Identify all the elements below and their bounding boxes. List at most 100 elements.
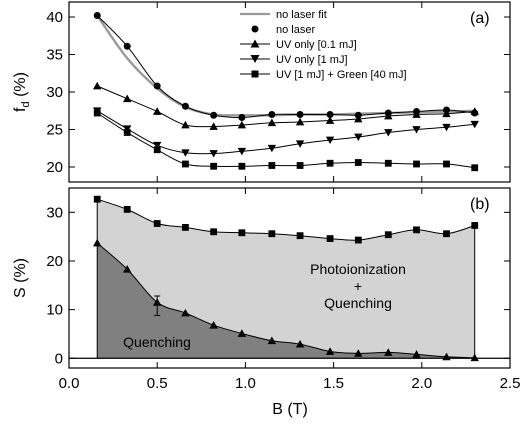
data-point-b-1-5: [237, 329, 247, 337]
data-point-a-2-6: [267, 118, 277, 127]
data-point-b-1-3: [181, 308, 190, 317]
data-point-a-4-11: [413, 160, 420, 168]
data-point-b-0-8: [326, 235, 334, 242]
x-axis-title: B (T): [272, 401, 308, 418]
data-point-b-1-6: [267, 336, 277, 345]
data-point-b-1-7: [295, 339, 305, 348]
data-point-a-3-4: [209, 150, 218, 158]
panel-b-ticks: 0 10 20 30 0.0 0.5 1.0 1.5 2.0 2.5: [46, 188, 520, 392]
data-point-a-3-12: [442, 123, 451, 132]
data-point-a-1-6: [268, 111, 276, 118]
data-point-a-4-1: [123, 129, 131, 136]
data-point-a-1-1: [123, 42, 131, 50]
legend: no laser fit no laser UV only [0.1 mJ] U…: [240, 9, 407, 81]
data-point-b-1-8: [325, 347, 335, 355]
series-line-4: [96, 112, 475, 169]
data-point-a-3-7: [295, 140, 305, 148]
y-tick-label-b-0: 0: [55, 350, 63, 367]
region-label-quenching-upper: Quenching: [324, 295, 392, 311]
y-axis-title-a-sub: d: [20, 101, 32, 107]
data-point-a-2-5: [237, 120, 247, 129]
data-point-a-2-11: [412, 110, 421, 118]
data-point-b-1-1: [123, 265, 132, 273]
data-point-a-3-3: [181, 149, 190, 157]
y-tick-label-a-0: 20: [46, 159, 63, 176]
data-point-a-3-9: [354, 133, 363, 141]
y-tick-label-b-2: 20: [46, 253, 63, 270]
y-axis-title-b: S (%): [12, 258, 29, 298]
data-point-a-1-4: [210, 111, 218, 119]
data-point-a-4-7: [296, 162, 304, 169]
data-point-a-3-2: [153, 141, 162, 150]
data-point-b-0-9: [354, 236, 362, 244]
data-point-a-3-11: [412, 126, 421, 134]
data-point-a-3-13: [470, 120, 479, 129]
data-point-b-0-11: [413, 226, 420, 234]
x-tick-label-0: 0.0: [59, 375, 80, 392]
data-point-a-1-2: [153, 82, 161, 90]
region-label-photoionization: Photoionization: [310, 261, 406, 277]
data-point-a-1-5: [238, 114, 246, 121]
legend-label-uv-green: UV [1 mJ] + Green [40 mJ]: [276, 69, 407, 81]
legend-marker-uv-green: [251, 70, 259, 78]
data-point-a-4-5: [238, 162, 246, 170]
panel-b-frame: [68, 187, 511, 369]
data-point-b-0-10: [384, 231, 392, 239]
data-point-a-2-12: [442, 109, 451, 118]
y-axis-title-a-main: f: [12, 107, 29, 112]
data-point-b-0-4: [210, 228, 218, 236]
data-point-b-0-6: [268, 230, 276, 238]
data-point-b-0-1: [123, 206, 131, 213]
data-point-a-3-5: [237, 147, 247, 156]
y-tick-label-a-4: 40: [46, 9, 63, 26]
data-point-a-4-9: [354, 159, 362, 166]
legend-label-no-laser: no laser: [276, 24, 315, 36]
panel-a-ticks: 20 25 30 35 40: [46, 2, 511, 182]
panel-b-label: (b): [470, 196, 490, 213]
y-tick-label-a-3: 35: [46, 47, 63, 64]
data-point-a-4-2: [153, 146, 161, 154]
panel-a: 20 25 30 35 40 (a) no laser fit no laser UV …: [46, 1, 511, 183]
data-point-b-1-10: [384, 348, 393, 356]
region-label-plus: +: [354, 278, 362, 294]
data-point-b-0-0: [93, 195, 101, 203]
x-tick-label-4: 2.0: [411, 375, 432, 392]
data-point-b-1-11: [412, 350, 421, 358]
panel-b-areas: [69, 199, 510, 359]
y-tick-label-b-3: 30: [46, 204, 63, 221]
y-tick-label-a-2: 30: [46, 84, 63, 101]
y-axis-title-a-unit: (%): [12, 72, 29, 101]
panel-a-series: [93, 12, 479, 172]
data-point-b-0-2: [153, 220, 161, 227]
data-point-a-4-6: [268, 162, 276, 169]
panel-b-series: [93, 195, 479, 362]
panel-a-label: (a): [470, 10, 490, 27]
data-point-a-2-1: [123, 94, 132, 103]
data-point-b-1-13: [470, 353, 479, 362]
data-point-a-4-10: [384, 159, 392, 167]
data-point-b-1-12: [442, 352, 451, 361]
error-bar: [154, 295, 161, 316]
data-point-a-2-3: [181, 120, 190, 129]
data-point-a-3-8: [325, 136, 335, 144]
panel-a-frame: [68, 1, 511, 183]
data-point-a-1-8: [326, 111, 334, 118]
y-axis-title-a: fd (%): [12, 72, 32, 112]
data-point-a-2-7: [295, 117, 305, 126]
data-point-b-0-7: [296, 232, 304, 240]
x-tick-label-5: 2.5: [500, 375, 521, 392]
data-point-b-0-12: [443, 230, 450, 238]
data-point-b-0-13: [471, 222, 479, 229]
data-point-a-3-1: [123, 125, 132, 133]
panel-b: 0 10 20 30 0.0 0.5 1.0 1.5 2.0 2.5 (b) Photoioniz…: [46, 187, 520, 392]
series-line-2: [97, 85, 475, 128]
legend-marker-uv-1: [250, 55, 260, 63]
data-point-a-4-4: [210, 162, 218, 170]
series-line-3: [96, 110, 475, 155]
x-tick-label-2: 1.0: [235, 375, 256, 392]
data-point-b-1-9: [354, 349, 363, 357]
data-point-a-2-4: [209, 122, 218, 130]
y-tick-label-b-1: 10: [46, 302, 63, 319]
y-tick-label-a-1: 25: [46, 122, 63, 139]
